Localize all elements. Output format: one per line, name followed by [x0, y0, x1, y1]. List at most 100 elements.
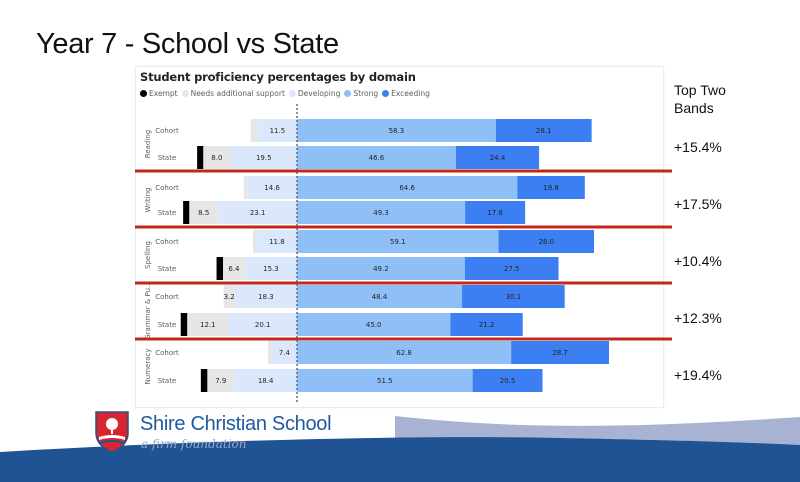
data-label-developing: 19.5 [256, 154, 272, 162]
bar-strong [297, 176, 518, 199]
bar-strong [297, 369, 473, 392]
bar-exempt [183, 201, 190, 224]
bar-needs-support [268, 341, 272, 364]
side-heading-line2: Bands [674, 100, 714, 116]
chart-legend: Exempt Needs additional support Developi… [140, 89, 434, 98]
bar-exempt [180, 313, 188, 336]
data-label-exceeding: 27.5 [504, 265, 520, 273]
bar-needs-support [207, 369, 235, 392]
diff-numeracy: +19.4% [674, 367, 722, 383]
diff-writing: +17.5% [674, 196, 722, 212]
row-label: Cohort [155, 293, 179, 301]
bar-exceeding [472, 369, 543, 392]
side-heading-line1: Top Two [674, 82, 726, 98]
bar-developing [228, 313, 297, 336]
data-label-strong: 51.5 [377, 377, 393, 385]
legend-swatch-needs-support [181, 90, 189, 97]
bar-exceeding [498, 230, 595, 253]
diff-spelling: +10.4% [674, 253, 722, 269]
bar-exceeding [495, 119, 592, 142]
data-label-strong: 49.2 [373, 265, 389, 273]
bar-strong [297, 201, 466, 224]
data-label-developing: 11.5 [270, 127, 286, 135]
data-label-developing: 7.4 [279, 349, 291, 357]
bar-needs-support [250, 119, 258, 142]
bar-developing [271, 341, 297, 364]
bar-strong [297, 285, 463, 308]
legend-item-strong[interactable]: Strong [344, 89, 378, 98]
bar-needs-support [223, 257, 245, 280]
row-label: State [158, 321, 177, 329]
data-label-needs-support: 3.2 [224, 293, 235, 301]
bar-developing [230, 146, 297, 169]
data-label-needs-support: 6.4 [228, 265, 240, 273]
school-tagline: a firm foundation [141, 437, 247, 451]
legend-item-developing[interactable]: Developing [288, 89, 341, 98]
legend-item-needs-support[interactable]: Needs additional support [181, 89, 285, 98]
data-label-developing: 14.6 [264, 184, 280, 192]
bar-exceeding [517, 176, 585, 199]
legend-item-exempt[interactable]: Exempt [140, 89, 178, 98]
data-label-exceeding: 24.4 [490, 154, 506, 162]
bar-exceeding [462, 285, 565, 308]
data-label-strong: 48.4 [372, 293, 388, 301]
wave-dark [0, 437, 800, 482]
data-label-strong: 58.3 [389, 127, 405, 135]
legend-label: Strong [353, 89, 379, 98]
bar-developing [257, 119, 297, 142]
legend-swatch-exceeding [382, 90, 390, 97]
bar-developing [234, 369, 297, 392]
legend-label: Needs additional support [190, 89, 285, 98]
data-label-developing: 18.3 [258, 293, 274, 301]
domain-separator-line [135, 225, 672, 229]
bar-exceeding [450, 313, 523, 336]
data-label-developing: 20.1 [255, 321, 271, 329]
domain-label: Reading [144, 130, 152, 158]
chart-title: Student proficiency percentages by domai… [140, 70, 416, 84]
bar-developing [256, 230, 297, 253]
bar-needs-support [203, 146, 231, 169]
data-label-developing: 18.4 [258, 377, 274, 385]
bar-exempt [216, 257, 224, 280]
domain-separator-line [135, 169, 672, 173]
row-label: State [158, 265, 177, 273]
data-label-strong: 46.6 [369, 154, 385, 162]
data-label-exceeding: 21.2 [479, 321, 495, 329]
data-label-exceeding: 19.8 [543, 184, 559, 192]
row-label: Cohort [155, 127, 179, 135]
domain-label: Spelling [144, 241, 152, 269]
data-label-strong: 62.8 [396, 349, 412, 357]
data-label-exceeding: 28.1 [536, 127, 552, 135]
data-label-exceeding: 17.6 [487, 209, 503, 217]
bar-exempt [197, 146, 204, 169]
bar-needs-support [223, 285, 235, 308]
school-name: Shire Christian School [140, 413, 332, 435]
bar-strong [297, 341, 512, 364]
bar-needs-support [189, 201, 219, 224]
row-label: State [158, 209, 177, 217]
data-label-exceeding: 30.1 [506, 293, 522, 301]
legend-item-exceeding[interactable]: Exceeding [382, 89, 430, 98]
bar-developing [218, 201, 297, 224]
data-label-exceeding: 28.7 [552, 349, 568, 357]
row-label: Cohort [155, 184, 179, 192]
data-label-needs-support: 8.5 [198, 209, 209, 217]
school-crest-icon [95, 411, 129, 455]
bar-strong [297, 257, 465, 280]
bar-needs-support [253, 230, 257, 253]
data-label-strong: 49.3 [373, 209, 389, 217]
diff-reading: +15.4% [674, 139, 722, 155]
row-label: Cohort [155, 349, 179, 357]
bar-developing [247, 176, 297, 199]
bar-strong [297, 313, 451, 336]
domain-label: Numeracy [144, 349, 152, 385]
diff-grammar: +12.3% [674, 310, 722, 326]
bar-exceeding [511, 341, 610, 364]
slide-title: Year 7 - School vs State [36, 28, 339, 60]
bar-exceeding [465, 201, 526, 224]
row-label: State [158, 154, 177, 162]
domain-separator-line [135, 281, 672, 285]
side-heading: Top Two Bands [674, 81, 726, 117]
legend-label: Developing [297, 89, 341, 98]
